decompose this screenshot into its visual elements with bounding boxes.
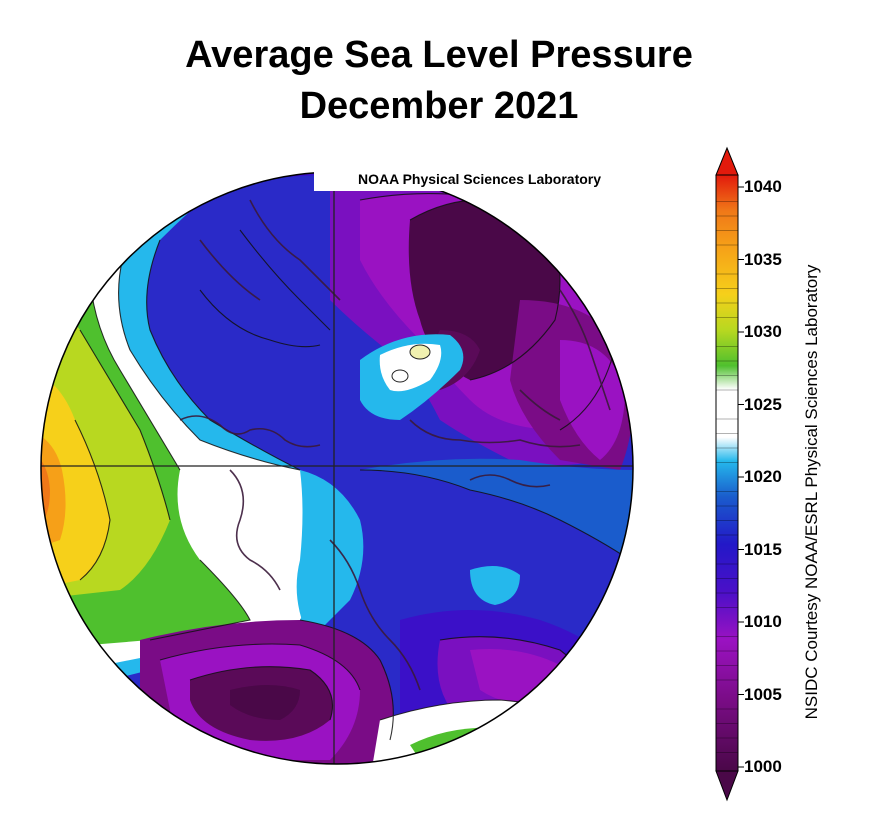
colorbar	[715, 146, 744, 802]
colorbar-label-1035: 1035	[744, 249, 782, 269]
map-credit-text: NOAA Physical Sciences Laboratory	[358, 171, 602, 187]
colorbar-label-1040: 1040	[744, 177, 782, 196]
colorbar-label-1005: 1005	[744, 684, 782, 704]
colorbar-label-1020: 1020	[744, 467, 782, 486]
colorbar-label-1015: 1015	[744, 539, 782, 559]
map-title-line2: December 2021	[299, 85, 579, 127]
colorbar-label-1000: 1000	[744, 757, 782, 776]
pressure-field	[41, 172, 633, 764]
map-title-line1: Average Sea Level Pressure	[185, 34, 693, 76]
colorbar-label-1030: 1030	[744, 322, 782, 341]
side-credit-text: NSIDC Courtesy NOAA/ESRL Physical Scienc…	[802, 264, 821, 720]
colorbar-label-1025: 1025	[744, 394, 782, 414]
map-credit-box	[314, 165, 632, 191]
colorbar-label-1010: 1010	[744, 612, 782, 631]
